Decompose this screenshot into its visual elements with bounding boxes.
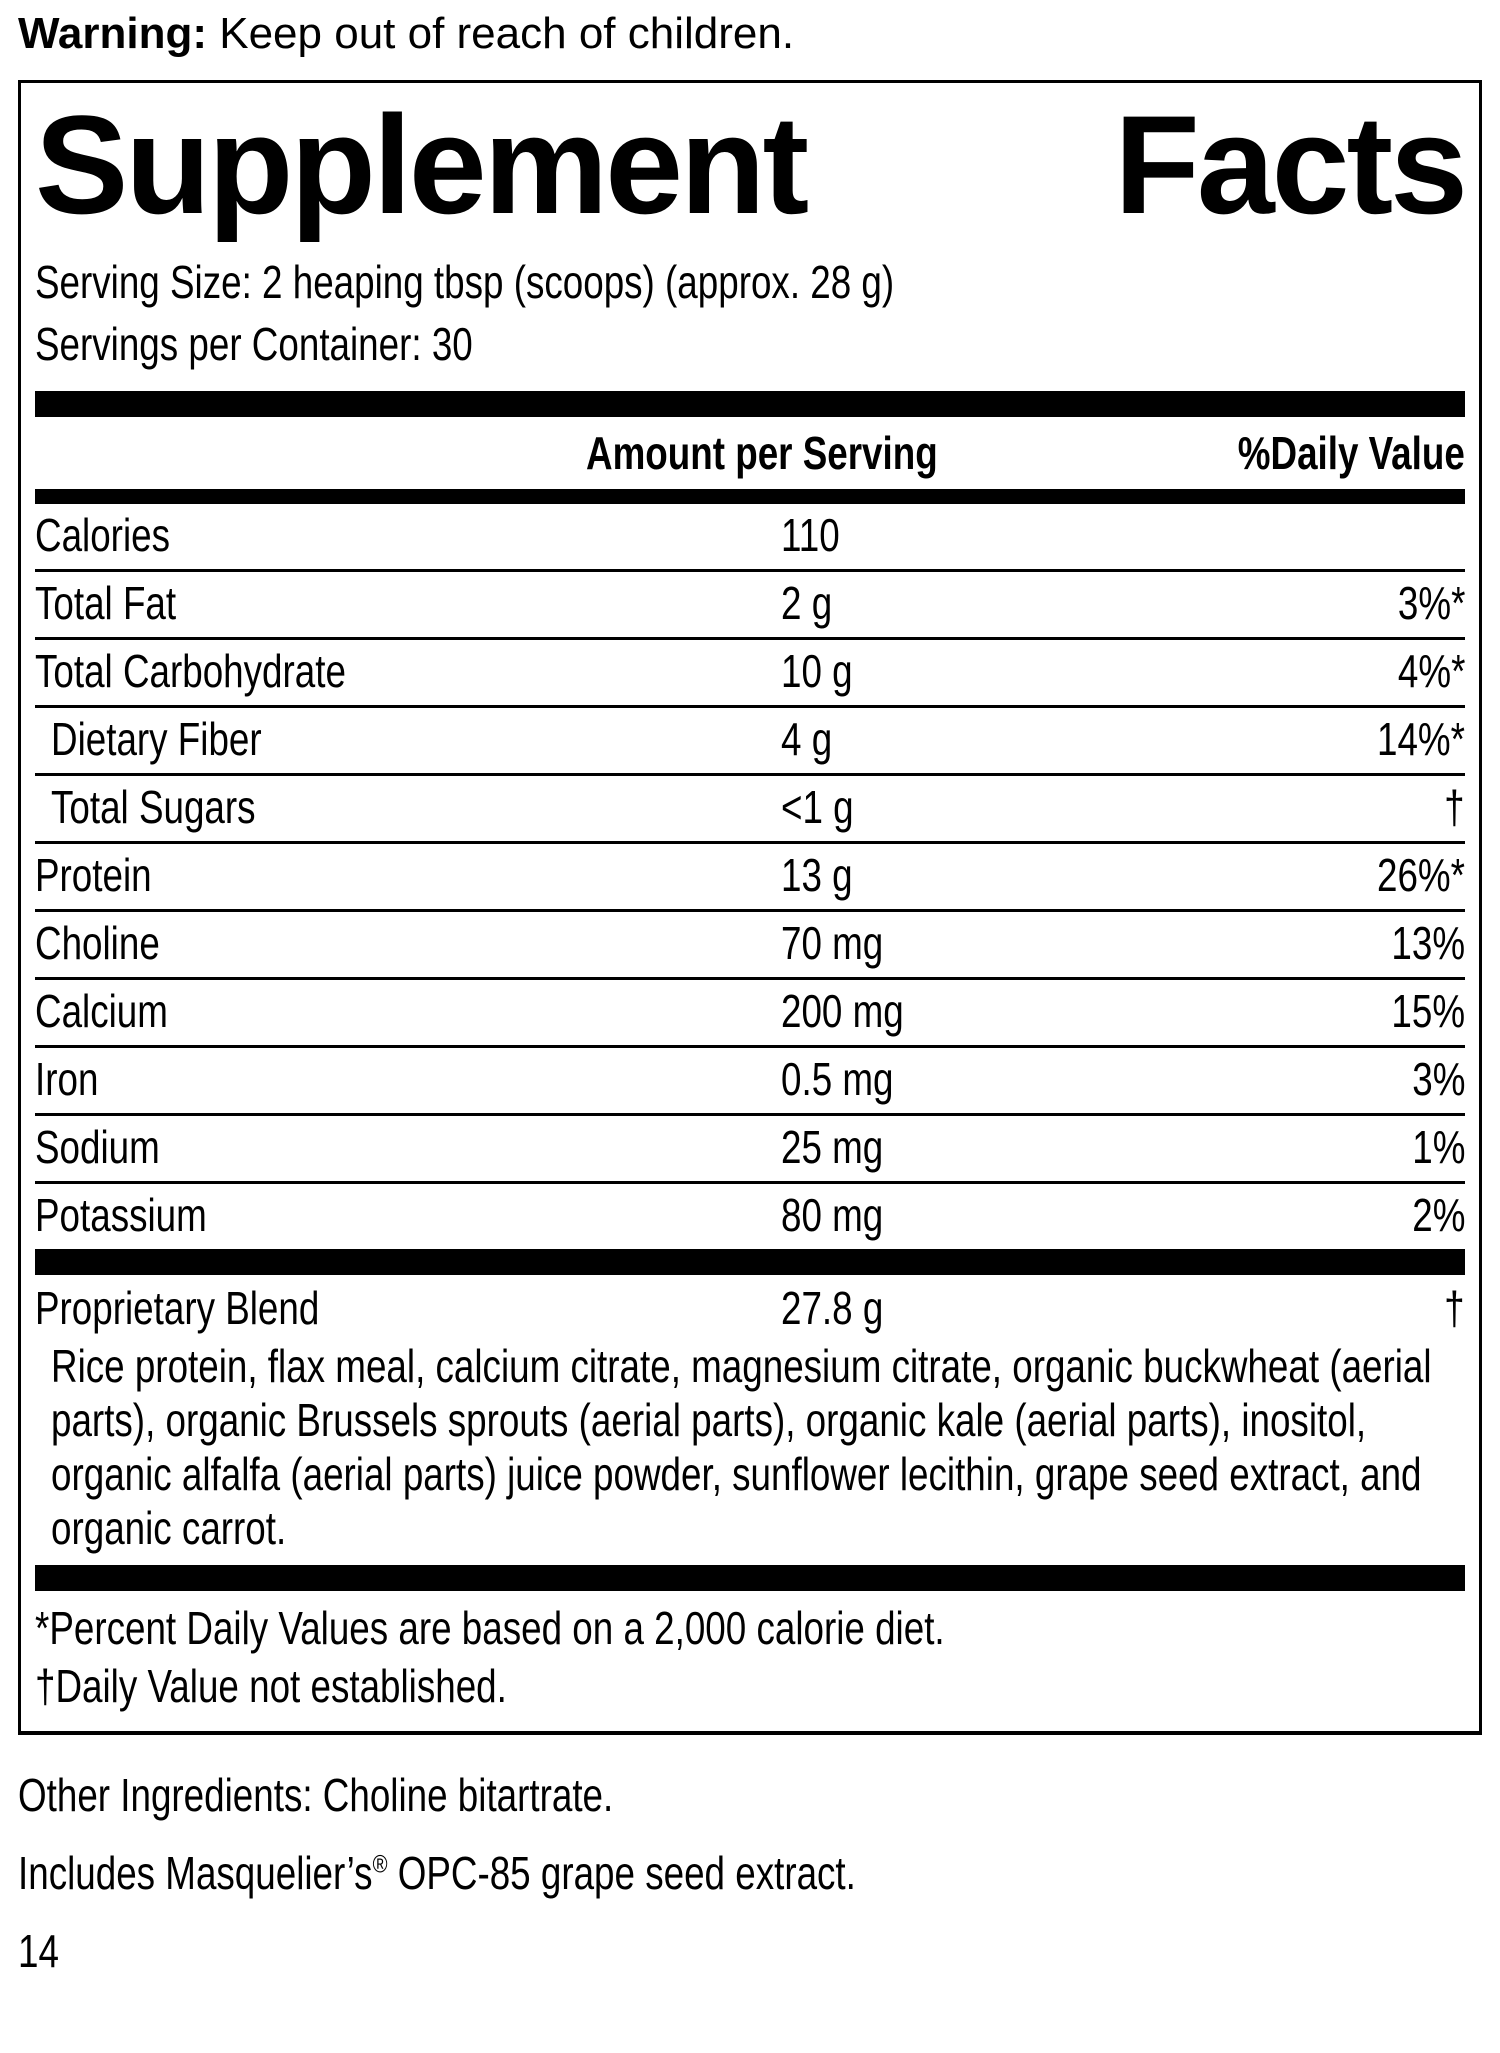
table-row: Calories 110: [35, 504, 1465, 572]
nutrient-daily-value: 13%: [1391, 917, 1465, 969]
table-row: Dietary Fiber 4 g 14%*: [35, 708, 1465, 776]
footnote-daily-value-not-established: †Daily Value not established.: [35, 1660, 507, 1712]
footnote-percent-daily-value: *Percent Daily Values are based on a 2,0…: [35, 1602, 945, 1654]
divider-thick-blend: [35, 1249, 1465, 1275]
nutrient-amount: 10 g: [781, 645, 854, 697]
table-row: Protein 13 g 26%*: [35, 844, 1465, 912]
divider-thick-top: [35, 391, 1465, 417]
nutrient-name: Calcium: [35, 985, 168, 1037]
nutrient-name: Sodium: [35, 1121, 160, 1173]
nutrient-name: Calories: [35, 509, 170, 561]
nutrient-name: Potassium: [35, 1189, 207, 1241]
column-header-amount: Amount per Serving: [585, 427, 938, 479]
table-row: Iron 0.5 mg 3%: [35, 1048, 1465, 1116]
panel-title-word-right: Facts: [1114, 86, 1468, 243]
table-row: Potassium 80 mg 2%: [35, 1184, 1465, 1249]
blend-amount: 27.8 g: [781, 1282, 884, 1334]
servings-per-container: Servings per Container: 30: [35, 318, 473, 370]
table-header-row: Amount per Serving %Daily Value: [35, 417, 1465, 489]
serving-info: Serving Size: 2 heaping tbsp (scoops) (a…: [35, 251, 1465, 375]
nutrient-daily-value: 3%*: [1397, 577, 1465, 629]
nutrient-name: Choline: [35, 917, 160, 969]
other-ingredients: Other Ingredients: Choline bitartrate.: [18, 1769, 614, 1821]
nutrient-amount: 0.5 mg: [781, 1053, 894, 1105]
nutrient-amount: 2 g: [781, 577, 833, 629]
nutrient-daily-value: 15%: [1391, 985, 1465, 1037]
nutrient-amount: 4 g: [781, 713, 833, 765]
nutrient-amount: <1 g: [781, 781, 855, 833]
nutrient-amount: 25 mg: [781, 1121, 884, 1173]
column-header-daily-value: %Daily Value: [1237, 427, 1465, 479]
nutrient-name: Total Fat: [35, 577, 177, 629]
page-number: 14: [18, 1925, 59, 1977]
nutrient-name: Total Sugars: [51, 781, 256, 833]
table-row: Sodium 25 mg 1%: [35, 1116, 1465, 1184]
includes-suffix: OPC-85 grape seed extract.: [387, 1847, 856, 1899]
nutrient-daily-value: †: [1444, 781, 1465, 833]
blend-ingredients: Rice protein, flax meal, calcium citrate…: [51, 1340, 1432, 1554]
footnotes: *Percent Daily Values are based on a 2,0…: [35, 1591, 1465, 1731]
blend-name: Proprietary Blend: [35, 1282, 320, 1334]
divider-medium-header: [35, 489, 1465, 504]
nutrient-amount: 110: [781, 509, 841, 561]
registered-trademark-symbol: ®: [372, 1850, 388, 1879]
nutrient-daily-value: 26%*: [1377, 849, 1465, 901]
warning-label: Warning:: [18, 9, 207, 58]
nutrient-name: Dietary Fiber: [51, 713, 262, 765]
nutrient-daily-value: 1%: [1411, 1121, 1465, 1173]
table-row: Calcium 200 mg 15%: [35, 980, 1465, 1048]
blend-daily-value: †: [1444, 1282, 1465, 1334]
nutrient-daily-value: 4%*: [1397, 645, 1465, 697]
table-row: Total Sugars <1 g †: [35, 776, 1465, 844]
nutrient-daily-value: 14%*: [1377, 713, 1465, 765]
includes-statement: Includes Masquelier’s® OPC-85 grape seed…: [18, 1847, 1482, 1899]
serving-size: Serving Size: 2 heaping tbsp (scoops) (a…: [35, 256, 895, 308]
nutrient-name: Iron: [35, 1053, 99, 1105]
nutrient-name: Total Carbohydrate: [35, 645, 346, 697]
panel-title: Supplement Facts: [35, 83, 1468, 243]
divider-thick-footnotes: [35, 1565, 1465, 1591]
nutrient-amount: 200 mg: [781, 985, 905, 1037]
table-row: Total Fat 2 g 3%*: [35, 572, 1465, 640]
proprietary-blend-row: Proprietary Blend 27.8 g †: [35, 1275, 1465, 1339]
includes-prefix: Includes Masquelier’s: [18, 1847, 373, 1899]
nutrient-daily-value: 2%: [1411, 1189, 1465, 1241]
nutrient-amount: 13 g: [781, 849, 854, 901]
supplement-facts-panel: Supplement Facts Serving Size: 2 heaping…: [18, 80, 1482, 1735]
nutrient-daily-value: 3%: [1411, 1053, 1465, 1105]
table-row: Choline 70 mg 13%: [35, 912, 1465, 980]
nutrient-amount: 80 mg: [781, 1189, 884, 1241]
nutrient-name: Protein: [35, 849, 152, 901]
table-row: Total Carbohydrate 10 g 4%*: [35, 640, 1465, 708]
nutrient-amount: 70 mg: [781, 917, 884, 969]
panel-title-word-left: Supplement: [35, 86, 809, 243]
warning-text: Warning: Keep out of reach of children.: [18, 8, 1482, 60]
warning-message: Keep out of reach of children.: [219, 9, 795, 58]
